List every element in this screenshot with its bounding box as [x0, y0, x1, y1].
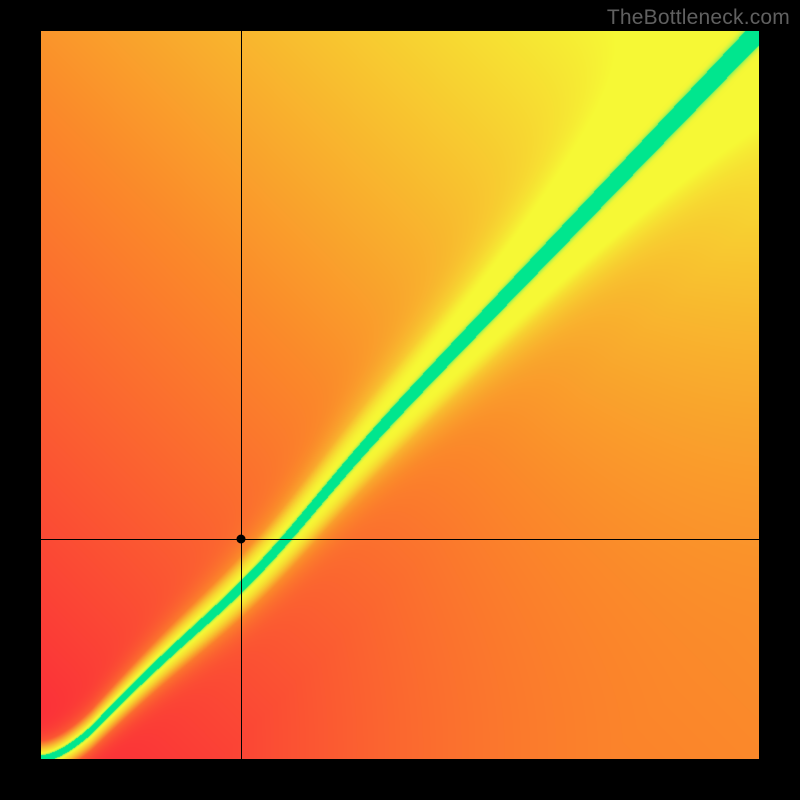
heatmap-canvas — [41, 31, 759, 759]
chart-frame: TheBottleneck.com — [0, 0, 800, 800]
crosshair-marker — [236, 535, 245, 544]
watermark-text: TheBottleneck.com — [607, 6, 790, 30]
plot-area — [41, 31, 759, 759]
